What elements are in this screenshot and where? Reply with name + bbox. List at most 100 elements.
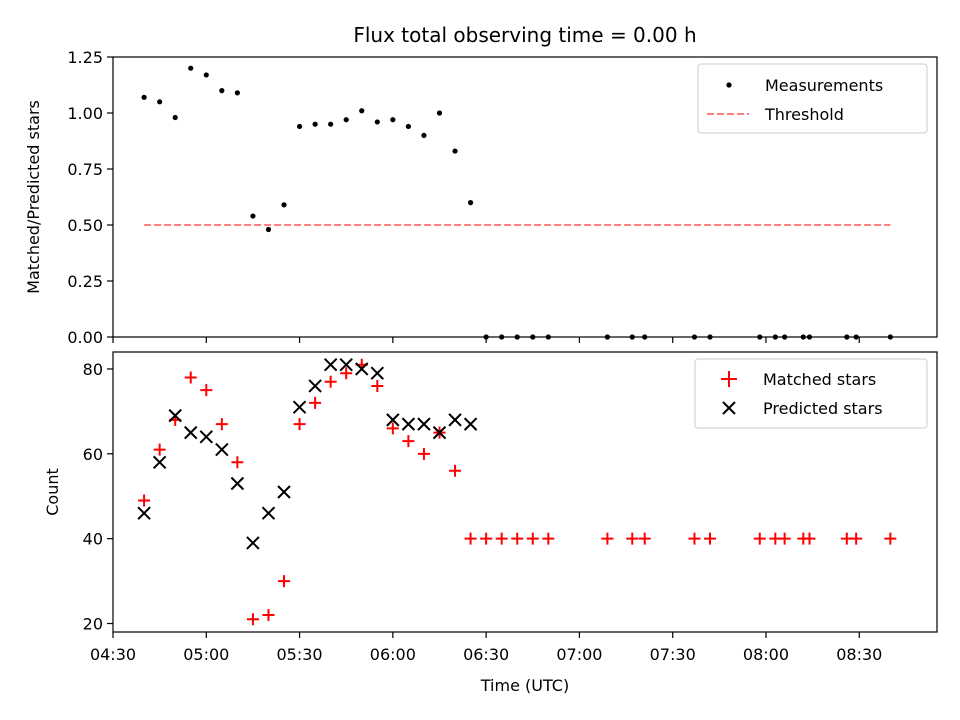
matched-stars-point (601, 532, 614, 545)
measurements-point (234, 90, 240, 96)
matched-stars-point (340, 367, 353, 380)
measurements-point (374, 119, 380, 125)
measurements-point (141, 94, 147, 100)
matched-stars-point (184, 371, 197, 384)
star-count-legend: Matched stars Predicted stars (694, 358, 928, 429)
matched-stars-point (753, 532, 766, 545)
star-count-x-tick-label: 05:30 (277, 645, 323, 664)
predicted-stars-point (168, 408, 182, 423)
star-count-y-axis-label: Count (43, 468, 62, 516)
measurements-point (250, 213, 256, 219)
predicted-stars-point (246, 536, 260, 550)
star-count-y-ticks: 20 40 60 80 (83, 360, 113, 634)
predicted-stars-point (277, 485, 291, 499)
predicted-stars-point (370, 366, 385, 380)
matched-stars-point (778, 532, 791, 545)
predicted-stars-point (323, 358, 338, 372)
flux-ratio-y-axis-label: Matched/Predicted stars (24, 100, 43, 294)
measurements-point (312, 121, 318, 127)
x-axis-label: Time (UTC) (480, 676, 569, 695)
matched-stars-point (386, 422, 399, 435)
flux-ratio-y-tick-label: 0.00 (67, 328, 103, 347)
flux-ratio-y-tick-label: 0.75 (67, 160, 103, 179)
measurements-point (328, 121, 334, 127)
star-count-y-tick-label: 20 (83, 615, 103, 634)
matched-stars-point (402, 435, 415, 448)
matched-stars-point (803, 532, 816, 545)
predicted-stars-point (152, 455, 167, 470)
star-count-x-tick-label: 07:30 (650, 645, 696, 664)
flux-ratio-axes-frame (112, 56, 938, 338)
chart-title: Flux total observing time = 0.00 h (353, 23, 696, 47)
measurements-point (281, 202, 287, 208)
flux-ratio-x-ticks (112, 337, 860, 343)
measurements-point (467, 200, 474, 206)
predicted-stars-point (339, 358, 353, 372)
matched-stars-point (309, 396, 322, 409)
predicted-stars-legend-label: Predicted stars (763, 399, 883, 418)
flux-ratio-y-tick-label: 1.25 (67, 48, 103, 67)
measurements-point (452, 148, 458, 154)
predicted-stars-point (199, 430, 213, 444)
star-count-y-tick-label: 40 (83, 530, 103, 549)
matched-stars-point (638, 532, 651, 545)
measurements-point (436, 110, 443, 116)
predicted-stars-point (308, 379, 322, 393)
measurements-point (157, 99, 163, 105)
predicted-stars-point (137, 506, 151, 520)
predicted-stars-point (184, 425, 198, 440)
measurements-point (296, 123, 303, 130)
star-count-y-tick-label: 80 (83, 360, 103, 379)
matched-stars-point (138, 494, 151, 507)
matched-stars-point (542, 532, 555, 545)
matched-stars-point (417, 447, 430, 460)
matched-stars-point (153, 443, 166, 456)
star-count-x-tick-label: 05:00 (183, 645, 229, 664)
predicted-stars-point (292, 400, 307, 414)
star-count-x-tick-label: 04:30 (90, 645, 136, 664)
predicted-stars-legend-marker (722, 401, 736, 415)
measurements-legend-marker (726, 82, 732, 88)
matched-stars-point (704, 532, 717, 545)
star-count-plot-area (137, 358, 897, 626)
measurements-point (405, 123, 411, 130)
star-count-x-tick-label: 06:00 (370, 645, 416, 664)
flux-ratio-y-tick-label: 0.25 (67, 272, 103, 291)
predicted-stars-point (261, 506, 276, 520)
flux-ratio-legend: Measurements Threshold (697, 63, 928, 134)
star-count-x-tick-label: 07:00 (556, 645, 602, 664)
predicted-stars-point (230, 476, 245, 491)
matched-stars-point (688, 532, 701, 545)
star-count-y-tick-label: 60 (83, 445, 103, 464)
measurements-point (359, 108, 365, 114)
measurements-point (421, 132, 427, 138)
matched-stars-point (262, 609, 275, 622)
predicted-stars-point (401, 417, 416, 431)
matched-stars-point (626, 532, 639, 545)
star-count-panel: 20 40 60 80 04:30 05:00 05:30 06:00 06:30 07:00 0… (43, 351, 938, 695)
matched-stars-legend-label: Matched stars (763, 370, 876, 389)
predicted-stars-point (448, 413, 462, 427)
predicted-stars-point (417, 417, 431, 431)
predicted-stars-point (463, 417, 478, 431)
star-count-x-tick-label: 06:30 (463, 645, 509, 664)
matched-stars-point (215, 418, 228, 431)
flux-ratio-legend-box (697, 63, 928, 134)
measurements-point (343, 117, 349, 123)
measurements-point (265, 226, 272, 233)
matched-stars-point (371, 379, 384, 392)
matched-stars-point (324, 375, 337, 388)
matched-stars-point (278, 575, 291, 588)
matched-stars-point (511, 532, 524, 545)
predicted-stars-point (215, 442, 229, 457)
predicted-stars-point (386, 413, 400, 427)
flux-ratio-y-ticks: 0.00 0.25 0.50 0.75 1.00 1.25 (67, 48, 113, 347)
flux-ratio-y-tick-label: 0.50 (67, 216, 103, 235)
predicted-stars-point (355, 362, 369, 376)
star-count-axes-frame (112, 351, 938, 633)
measurements-point (390, 117, 396, 123)
matched-stars-point (200, 384, 213, 397)
matched-stars-legend-marker (721, 371, 737, 387)
matched-stars-point (293, 418, 306, 431)
